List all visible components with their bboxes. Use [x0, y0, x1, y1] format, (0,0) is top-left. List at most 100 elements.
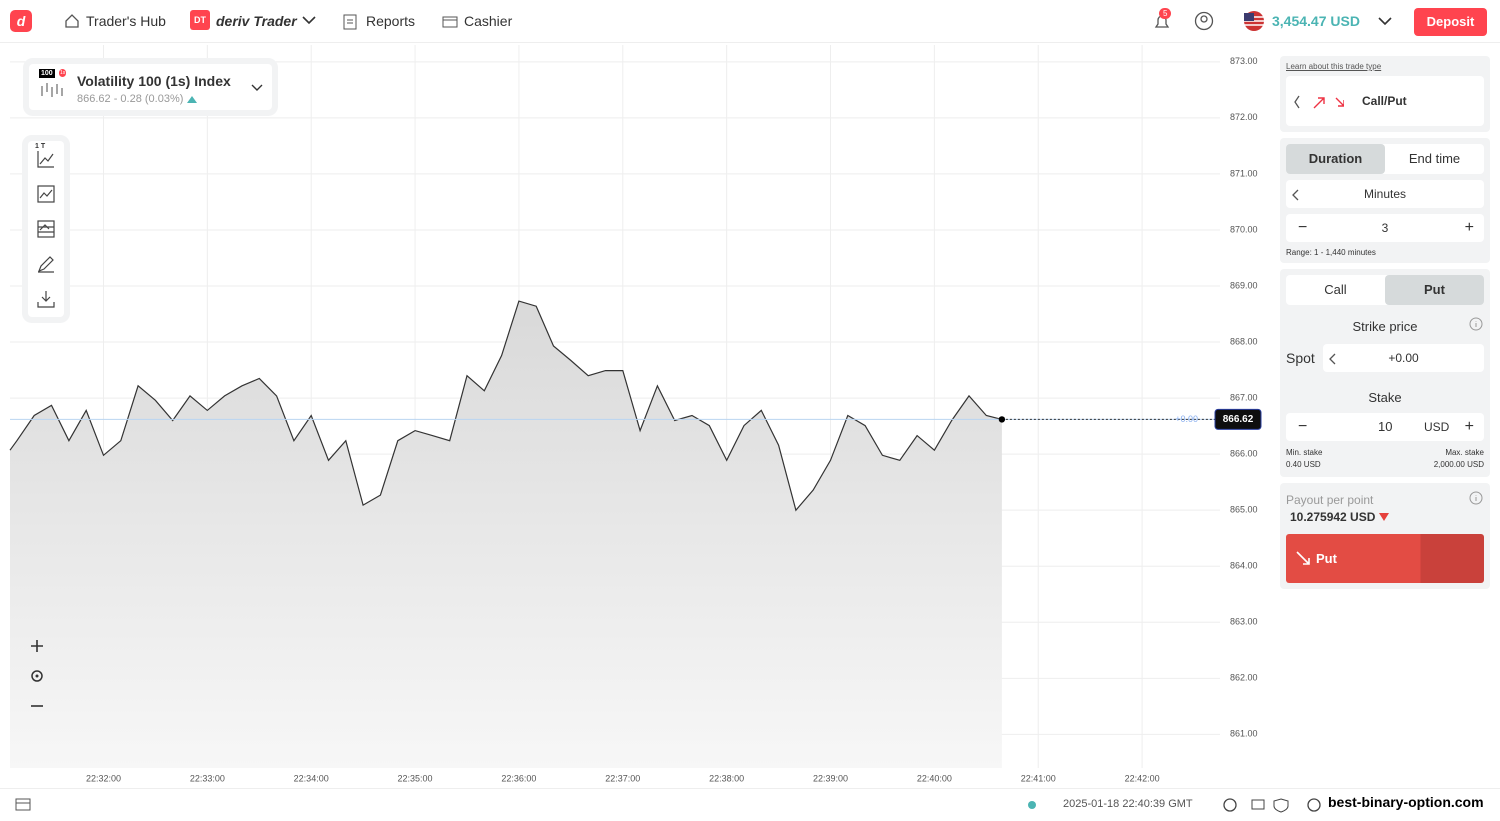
spot-label: Spot: [1286, 350, 1315, 366]
purchase-button[interactable]: Put: [1286, 534, 1484, 583]
back-icon: [1329, 353, 1336, 365]
positions-icon[interactable]: [15, 797, 31, 811]
call-tab[interactable]: Call: [1324, 282, 1347, 297]
purchase-panel: Payout per point 10.275942 USD Put: [1280, 483, 1490, 589]
indicators-button[interactable]: [36, 184, 56, 204]
symbol-name: Volatility 100 (1s) Index: [77, 73, 231, 89]
x-tick-label: 22:38:00: [709, 773, 744, 783]
max-stake-label: Max. stake: [1445, 448, 1484, 457]
y-tick-label: 865.00: [1230, 505, 1258, 515]
drawing-button[interactable]: [36, 254, 56, 274]
footer-icons[interactable]: [1222, 797, 1332, 813]
payout-label: Payout per point: [1286, 493, 1374, 507]
info-icon[interactable]: [1469, 491, 1483, 505]
reports-icon: [343, 14, 357, 30]
x-tick-label: 22:41:00: [1021, 773, 1056, 783]
range: Range: 1 - 1,440 minutes: [1286, 248, 1376, 257]
strike-title: Strike price: [1352, 319, 1418, 334]
chevron: [251, 84, 263, 91]
chart: 861.00 862.00 863.00 864.00 865.00 866.00 867.…: [9, 45, 1262, 783]
logo[interactable]: d: [10, 10, 32, 32]
y-tick-label: 861.00: [1230, 729, 1258, 739]
spot-value: +0.00: [1388, 351, 1419, 365]
x-tick-label: 22:32:00: [86, 773, 121, 783]
footer: 2025-01-18 22:40:39 GMT best-binary-opti…: [0, 788, 1500, 821]
y-tick-label: 870.00: [1230, 224, 1258, 234]
x-tick-label: 22:42:00: [1125, 773, 1160, 783]
symbol-quote: 866.62 - 0.28 (0.03%): [77, 93, 184, 105]
chevron[interactable]: [1378, 16, 1392, 26]
trade-type-panel: Learn about this trade type Call/Put: [1280, 56, 1490, 132]
y-tick-label: 871.00: [1230, 168, 1258, 178]
purchase-label: Put: [1316, 551, 1337, 566]
zoom-in[interactable]: [31, 640, 43, 652]
download-button[interactable]: [36, 289, 56, 309]
trade-type-icons: [1294, 95, 1344, 109]
barrier-label: +0.00: [1175, 414, 1198, 424]
increment[interactable]: +: [1464, 219, 1474, 236]
balance[interactable]: 3,454.47 USD: [1272, 13, 1360, 29]
symbol-badge-small: 1s: [59, 69, 67, 77]
spot-marker: [998, 416, 1006, 423]
zoom-controls: [31, 640, 43, 707]
chevron[interactable]: [302, 15, 316, 25]
learn-link[interactable]: Learn about this trade type: [1286, 62, 1382, 71]
deposit-button[interactable]: Deposit: [1414, 8, 1487, 36]
min-stake-label: Min. stake: [1286, 448, 1323, 457]
watermark: best-binary-option.com: [1328, 794, 1484, 810]
nav-link[interactable]: Trader's Hub: [86, 13, 166, 29]
min-stake-value: 0.40 USD: [1286, 460, 1321, 469]
symbol-selector[interactable]: 100 1s Volatility 100 (1s) Index 866.62 …: [29, 64, 272, 110]
duration-input[interactable]: − 3 +: [1286, 214, 1484, 242]
svg-text:d: d: [17, 13, 26, 29]
brand[interactable]: deriv Trader: [216, 13, 297, 29]
symbol-icon: [41, 83, 63, 97]
account-icon[interactable]: [1194, 11, 1214, 31]
info-icon[interactable]: [1469, 317, 1483, 331]
end-time-tab[interactable]: End time: [1408, 151, 1461, 166]
min-stake: Min. stake 0.40 USD: [1286, 447, 1322, 471]
stake-title: Stake: [1368, 390, 1402, 405]
duration-panel: Duration End time Minutes − 3 + Range: 1 -…: [1280, 138, 1490, 263]
put-tab[interactable]: Put: [1385, 275, 1484, 305]
x-tick-label: 22:35:00: [398, 773, 433, 783]
duration-unit[interactable]: Minutes: [1286, 180, 1484, 208]
stake-input[interactable]: − 10 USD +: [1286, 413, 1484, 441]
contract-panel: Call Put Strike price Spot +0.00 Stake −…: [1280, 269, 1490, 477]
back-icon: [1292, 189, 1299, 201]
spot-input[interactable]: +0.00: [1323, 344, 1484, 372]
down-arrow: [1378, 513, 1389, 521]
symbol-badge: 100: [39, 69, 55, 78]
x-tick-label: 22:34:00: [294, 773, 329, 783]
nav-link[interactable]: Cashier: [464, 13, 513, 29]
cashier-icon: [442, 16, 458, 28]
decrement[interactable]: −: [1298, 219, 1308, 236]
decrement[interactable]: −: [1298, 418, 1308, 435]
y-tick-label: 863.00: [1230, 617, 1258, 627]
max-stake-value: 2,000.00 USD: [1433, 460, 1484, 469]
y-tick-label: 864.00: [1230, 561, 1258, 571]
nav-link[interactable]: Reports: [366, 13, 416, 29]
trade-panel: Learn about this trade type Call/Put Dur…: [1280, 56, 1490, 595]
trade-type-selector[interactable]: Call/Put: [1286, 76, 1484, 126]
reset-view[interactable]: [31, 670, 43, 682]
notification-count: 5: [1159, 8, 1172, 19]
flag-icon: [1244, 11, 1264, 31]
x-tick-label: 22:39:00: [813, 773, 848, 783]
brand-badge: DT: [190, 10, 210, 30]
price-tag: [1214, 408, 1262, 430]
price-line: [9, 300, 1003, 512]
duration-tab[interactable]: Duration: [1286, 144, 1385, 174]
payout: 10.275942 USD: [1290, 510, 1484, 524]
status-dot: [1028, 801, 1036, 809]
x-tick-label: 22:37:00: [605, 773, 640, 783]
up-arrow: [187, 96, 197, 103]
chart-type-button[interactable]: [36, 149, 56, 169]
put-icon: [1296, 551, 1310, 565]
y-tick-label: 862.00: [1230, 673, 1258, 683]
duration: 3: [1381, 221, 1389, 235]
increment[interactable]: +: [1464, 418, 1474, 435]
templates-button[interactable]: [36, 219, 56, 239]
payout-value: 10.275942 USD: [1290, 510, 1376, 524]
